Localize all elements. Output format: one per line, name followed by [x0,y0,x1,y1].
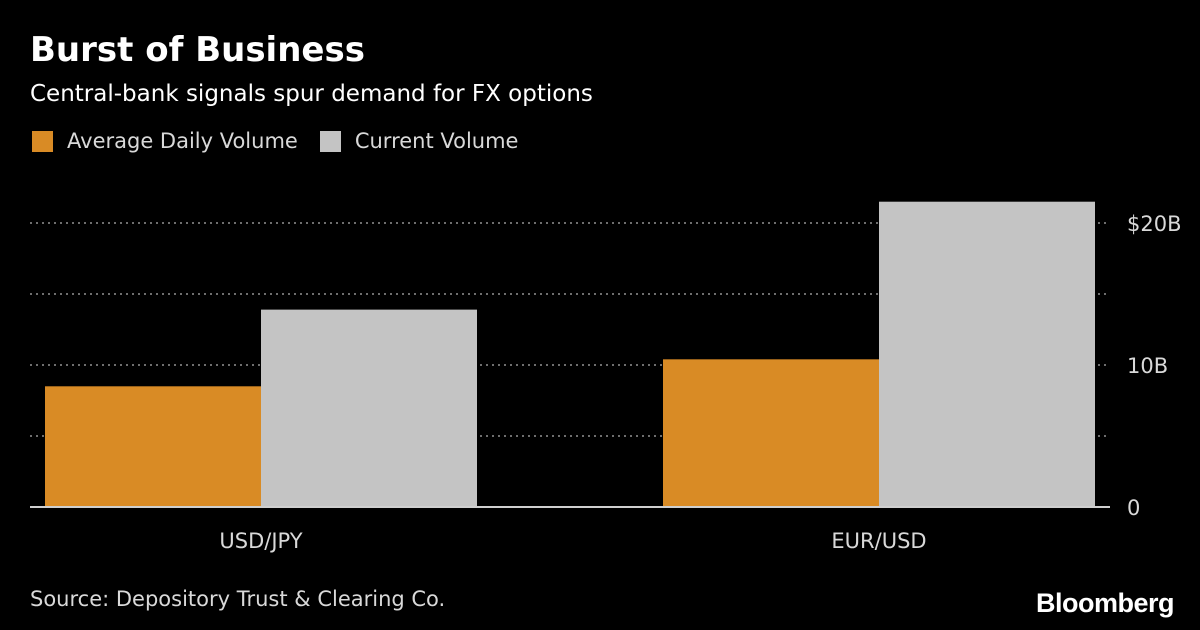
source-note: Source: Depository Trust & Clearing Co. [30,587,446,611]
y-tick-label-4: $20B [1127,212,1182,236]
legend-swatch-average-daily-volume [32,130,53,152]
bar-usd-jpy-average-daily-volume [45,386,261,507]
x-tick-label-0: USD/JPY [219,529,302,553]
x-tick-label-1: EUR/USD [831,529,926,553]
chart-legend: Average Daily Volume Current Volume [32,126,540,156]
bar-eur-usd-current-volume [879,201,1095,507]
y-tick-label-0: 0 [1127,496,1140,520]
legend-item-current-volume: Current Volume [319,129,519,153]
chart-subtitle: Central-bank signals spur demand for FX … [30,81,593,107]
legend-item-average-daily-volume: Average Daily Volume [32,129,298,153]
bloomberg-logo: Bloomberg [1035,588,1175,618]
bar-usd-jpy-current-volume [261,309,477,507]
legend-label-current-volume: Current Volume [354,129,519,153]
legend-label-average-daily-volume: Average Daily Volume [67,129,298,153]
y-tick-label-2: 10B [1127,354,1168,378]
legend-swatch-current-volume [319,130,341,152]
chart-title: Burst of Business [30,30,365,70]
bar-eur-usd-average-daily-volume [663,359,879,507]
